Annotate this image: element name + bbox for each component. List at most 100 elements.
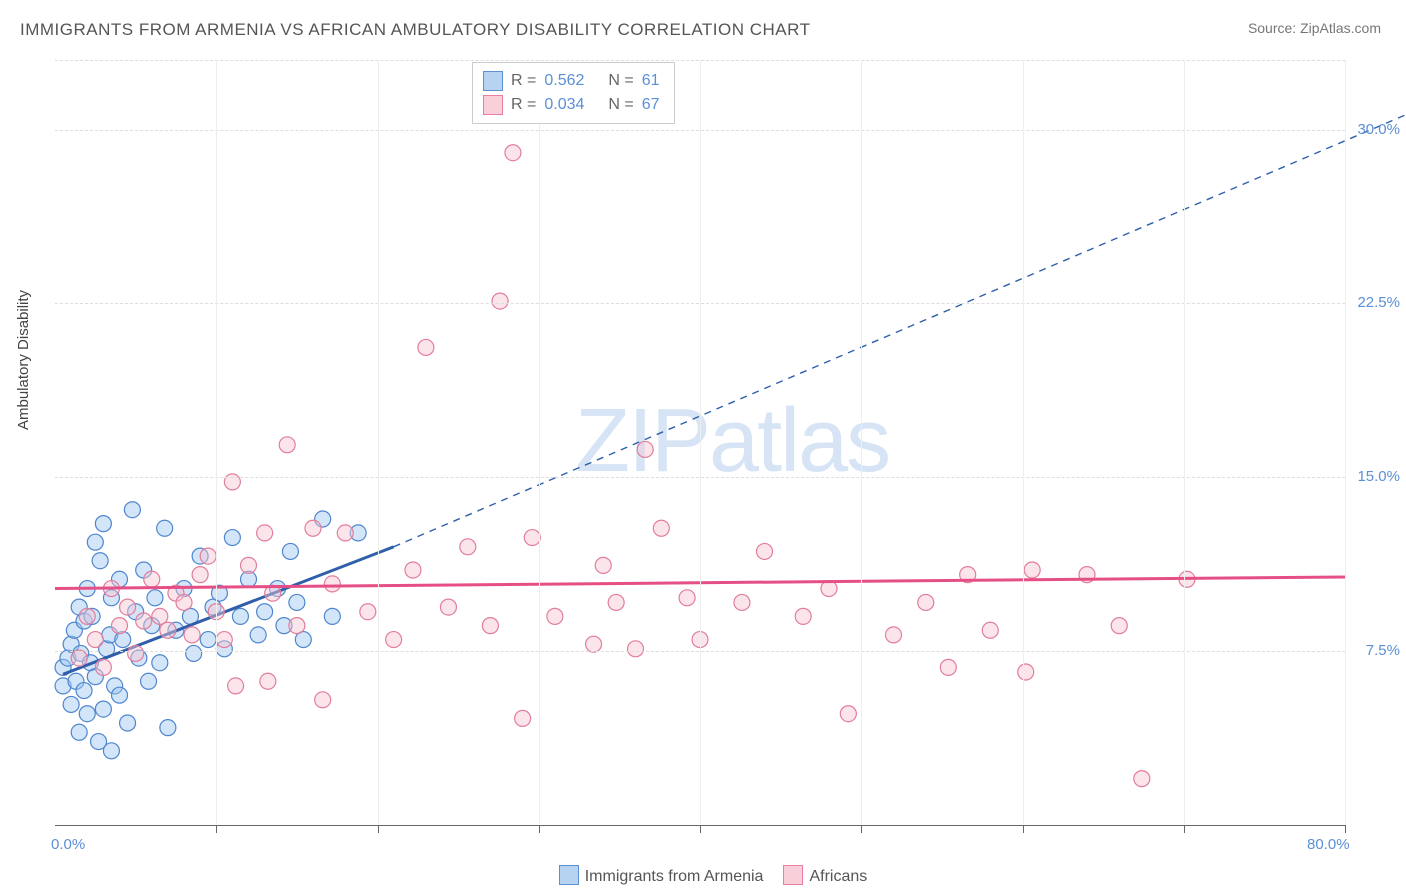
- scatter-point-africans: [940, 659, 956, 675]
- scatter-point-africans: [192, 567, 208, 583]
- scatter-point-africans: [637, 441, 653, 457]
- scatter-point-africans: [440, 599, 456, 615]
- legend-r-label: R =: [511, 96, 536, 114]
- legend-n-label: N =: [608, 72, 633, 90]
- scatter-point-armenia: [157, 520, 173, 536]
- scatter-point-africans: [840, 706, 856, 722]
- scatter-point-armenia: [76, 683, 92, 699]
- scatter-point-africans: [1134, 771, 1150, 787]
- scatter-point-armenia: [250, 627, 266, 643]
- scatter-point-africans: [337, 525, 353, 541]
- scatter-point-africans: [628, 641, 644, 657]
- y-tick-label: 30.0%: [1350, 121, 1400, 138]
- x-tick: [1184, 825, 1185, 833]
- scatter-point-africans: [160, 622, 176, 638]
- y-tick-label: 15.0%: [1350, 468, 1400, 485]
- legend-swatch: [559, 865, 579, 885]
- scatter-point-armenia: [63, 696, 79, 712]
- scatter-point-africans: [152, 608, 168, 624]
- gridline-vertical: [539, 60, 540, 825]
- legend-series-label: Africans: [809, 868, 867, 885]
- series-legend: Immigrants from Armenia Africans: [0, 865, 1406, 886]
- y-axis-label: Ambulatory Disability: [15, 290, 32, 430]
- scatter-point-africans: [324, 576, 340, 592]
- scatter-point-armenia: [160, 720, 176, 736]
- scatter-point-armenia: [95, 701, 111, 717]
- legend-swatch: [483, 71, 503, 91]
- gridline-vertical: [1023, 60, 1024, 825]
- scatter-point-africans: [757, 543, 773, 559]
- scatter-point-africans: [1024, 562, 1040, 578]
- scatter-point-africans: [405, 562, 421, 578]
- x-tick: [378, 825, 379, 833]
- scatter-point-africans: [305, 520, 321, 536]
- scatter-point-africans: [608, 594, 624, 610]
- legend-n-label: N =: [608, 96, 633, 114]
- scatter-point-africans: [547, 608, 563, 624]
- scatter-point-armenia: [282, 543, 298, 559]
- correlation-legend: R =0.562N =61R =0.034N =67: [472, 62, 675, 124]
- scatter-point-africans: [112, 618, 128, 634]
- scatter-point-africans: [120, 599, 136, 615]
- scatter-point-africans: [734, 594, 750, 610]
- scatter-point-africans: [95, 659, 111, 675]
- scatter-point-armenia: [79, 706, 95, 722]
- scatter-point-armenia: [200, 632, 216, 648]
- legend-swatch: [783, 865, 803, 885]
- gridline-vertical: [1184, 60, 1185, 825]
- scatter-point-armenia: [232, 608, 248, 624]
- scatter-point-armenia: [115, 632, 131, 648]
- scatter-point-africans: [279, 437, 295, 453]
- scatter-point-armenia: [71, 724, 87, 740]
- x-tick: [539, 825, 540, 833]
- scatter-point-africans: [1111, 618, 1127, 634]
- legend-n-value: 61: [642, 72, 660, 90]
- gridline-vertical: [378, 60, 379, 825]
- x-tick: [1345, 825, 1346, 833]
- scatter-point-africans: [482, 618, 498, 634]
- scatter-point-armenia: [289, 594, 305, 610]
- x-tick: [700, 825, 701, 833]
- scatter-point-armenia: [95, 516, 111, 532]
- scatter-point-armenia: [141, 673, 157, 689]
- gridline-vertical: [861, 60, 862, 825]
- trendline-dash-armenia: [394, 106, 1406, 546]
- y-tick-label: 22.5%: [1350, 294, 1400, 311]
- scatter-point-armenia: [224, 530, 240, 546]
- legend-r-label: R =: [511, 72, 536, 90]
- legend-swatch: [483, 95, 503, 115]
- scatter-point-africans: [71, 650, 87, 666]
- gridline-vertical: [216, 60, 217, 825]
- scatter-point-africans: [586, 636, 602, 652]
- y-tick-label: 7.5%: [1350, 642, 1400, 659]
- scatter-point-africans: [128, 645, 144, 661]
- scatter-point-africans: [200, 548, 216, 564]
- x-tick-label: 0.0%: [51, 836, 85, 853]
- x-tick: [216, 825, 217, 833]
- scatter-point-africans: [886, 627, 902, 643]
- scatter-point-armenia: [147, 590, 163, 606]
- x-tick: [861, 825, 862, 833]
- scatter-point-africans: [679, 590, 695, 606]
- legend-series-label: Immigrants from Armenia: [585, 868, 764, 885]
- scatter-point-africans: [418, 339, 434, 355]
- scatter-point-africans: [460, 539, 476, 555]
- scatter-point-armenia: [152, 655, 168, 671]
- scatter-point-africans: [79, 608, 95, 624]
- scatter-point-africans: [87, 632, 103, 648]
- scatter-point-africans: [505, 145, 521, 161]
- gridline-vertical: [700, 60, 701, 825]
- source-label: Source: ZipAtlas.com: [1248, 20, 1381, 36]
- scatter-point-africans: [918, 594, 934, 610]
- legend-n-value: 67: [642, 96, 660, 114]
- scatter-point-armenia: [324, 608, 340, 624]
- scatter-point-armenia: [120, 715, 136, 731]
- scatter-point-armenia: [186, 645, 202, 661]
- plot-area: ZIPatlas 7.5%15.0%22.5%30.0%0.0%80.0%: [55, 60, 1346, 826]
- scatter-point-africans: [492, 293, 508, 309]
- scatter-point-africans: [386, 632, 402, 648]
- scatter-point-africans: [176, 594, 192, 610]
- x-tick: [1023, 825, 1024, 833]
- scatter-point-armenia: [92, 553, 108, 569]
- chart-title: IMMIGRANTS FROM ARMENIA VS AFRICAN AMBUL…: [20, 20, 811, 40]
